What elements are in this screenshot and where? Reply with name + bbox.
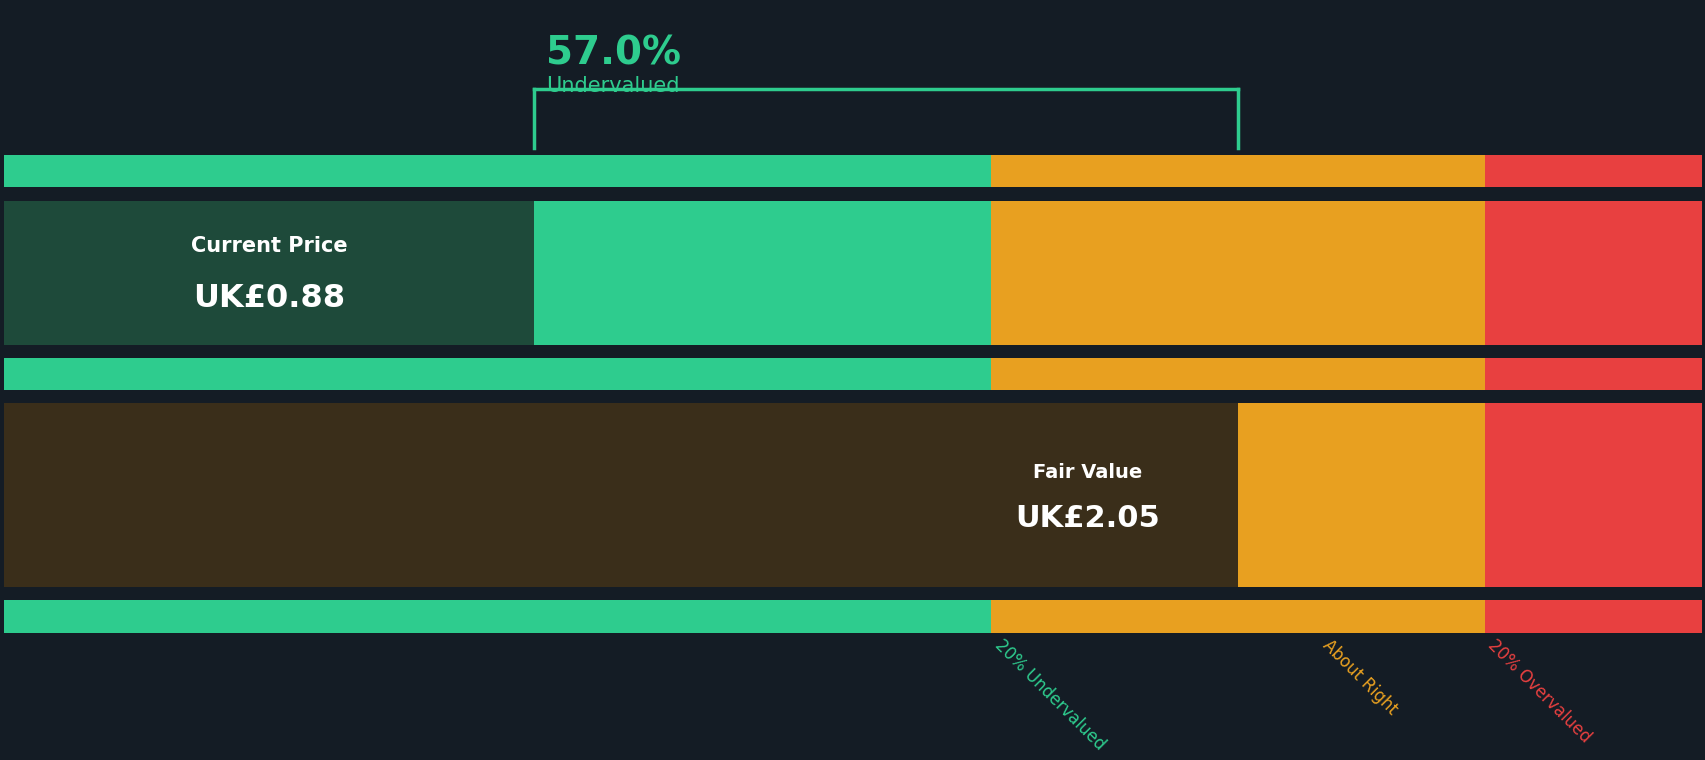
Bar [3, 358, 991, 391]
Bar [3, 600, 991, 632]
Bar [991, 155, 1485, 188]
Text: 57.0%: 57.0% [546, 34, 680, 72]
Text: Fair Value: Fair Value [1033, 463, 1142, 482]
Bar [3, 404, 991, 587]
Text: 20% Overvalued: 20% Overvalued [1483, 636, 1594, 746]
Bar [3, 201, 991, 344]
Bar [991, 201, 1485, 344]
Bar [1485, 358, 1702, 391]
Text: UK£2.05: UK£2.05 [1014, 504, 1159, 533]
Text: Undervalued: Undervalued [546, 76, 679, 96]
Bar [3, 201, 534, 344]
Text: Current Price: Current Price [191, 236, 348, 256]
Bar [1485, 201, 1702, 344]
Bar [1485, 404, 1702, 587]
Text: About Right: About Right [1318, 636, 1400, 718]
Text: UK£0.88: UK£0.88 [193, 283, 344, 314]
Bar [3, 155, 991, 188]
Bar [1485, 600, 1702, 632]
Bar [991, 404, 1485, 587]
Bar [991, 600, 1485, 632]
Bar [1485, 155, 1702, 188]
Bar [991, 358, 1485, 391]
Text: 20% Undervalued: 20% Undervalued [991, 636, 1108, 753]
Bar [3, 404, 1238, 587]
